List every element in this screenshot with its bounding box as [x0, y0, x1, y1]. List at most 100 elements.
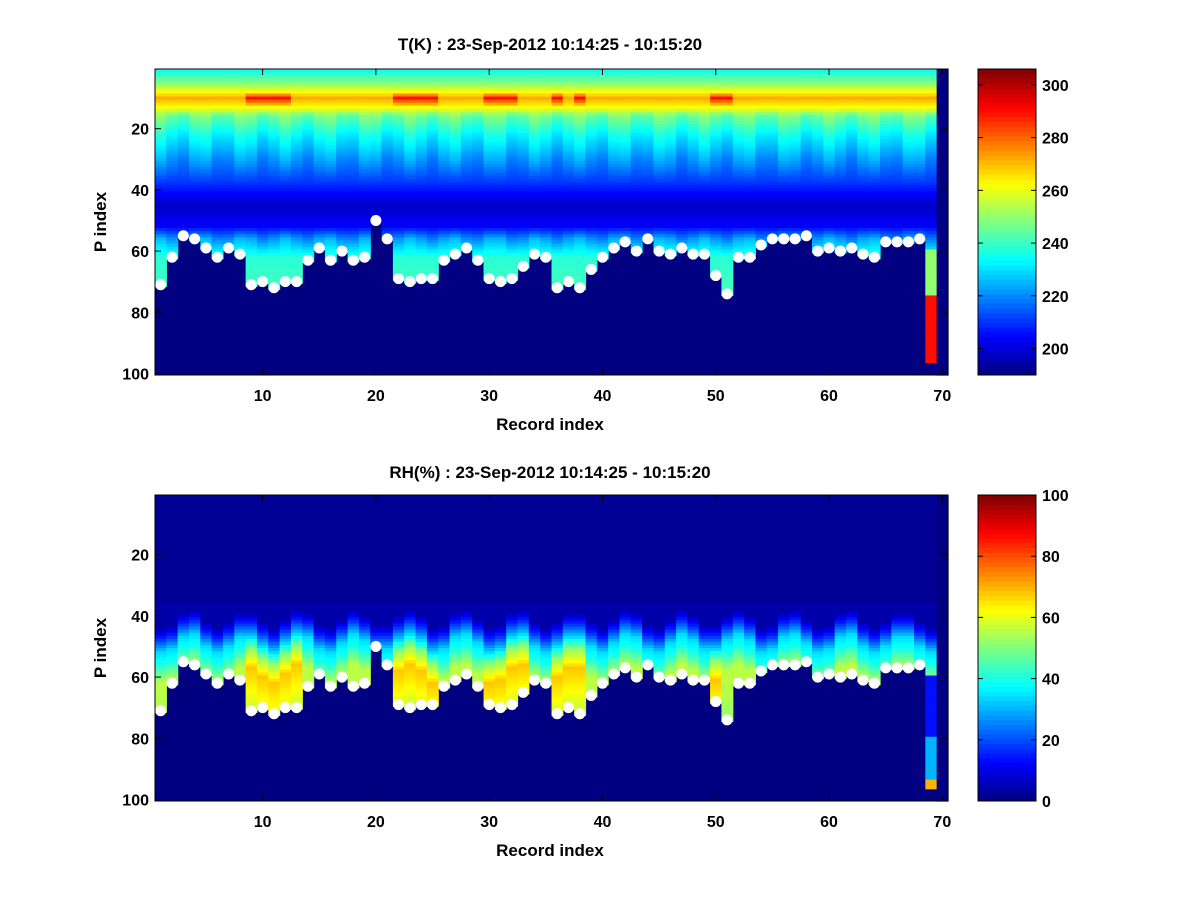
heatmap-cell	[925, 102, 938, 107]
heatmap-cell	[710, 163, 723, 168]
heatmap-cell	[256, 151, 269, 156]
heatmap-cell	[528, 237, 541, 241]
heatmap-cell	[891, 117, 904, 122]
heatmap-cell	[540, 78, 553, 82]
heatmap-cell	[279, 111, 292, 116]
heatmap-cell	[166, 507, 179, 511]
heatmap-cell	[528, 127, 541, 131]
heatmap-cell	[528, 87, 541, 92]
heatmap-cell	[155, 611, 167, 615]
heatmap-cell	[914, 176, 926, 180]
heatmap-cell	[211, 234, 224, 238]
heatmap-cell	[177, 96, 190, 101]
heatmap-cell	[438, 209, 451, 214]
heatmap-cell	[155, 90, 167, 95]
heatmap-cell	[177, 498, 190, 502]
heatmap-cell	[426, 96, 439, 101]
heatmap-cell	[279, 243, 292, 248]
heatmap-cell	[778, 124, 790, 128]
heatmap-cell	[585, 197, 598, 202]
heatmap-cell	[506, 157, 519, 162]
heatmap-cell	[155, 648, 167, 652]
heatmap-cell	[426, 154, 439, 159]
heatmap-cell	[449, 173, 462, 177]
heatmap-cell	[755, 78, 768, 82]
heatmap-cell	[914, 72, 926, 76]
heatmap-cell	[812, 142, 824, 147]
heatmap-cell	[732, 243, 745, 248]
heatmap-cell	[653, 243, 666, 248]
heatmap-cell	[211, 595, 224, 600]
heatmap-cell	[506, 228, 519, 232]
heatmap-cell	[155, 166, 167, 171]
heatmap-cell	[755, 117, 768, 122]
heatmap-cell	[800, 212, 813, 217]
heatmap-cell	[902, 185, 915, 189]
heatmap-cell	[313, 182, 326, 186]
heatmap-cell	[404, 243, 417, 248]
heatmap-cell	[166, 498, 179, 502]
heatmap-cell	[460, 102, 473, 107]
heatmap-cell	[234, 157, 247, 162]
heatmap-cell	[744, 215, 757, 220]
heatmap-cell	[460, 139, 473, 144]
heatmap-cell	[540, 194, 553, 199]
heatmap-cell	[336, 203, 349, 208]
heatmap-cell	[336, 81, 349, 85]
heatmap-cell	[800, 87, 813, 92]
heatmap-cell	[902, 111, 915, 116]
heatmap-cell	[166, 553, 179, 557]
heatmap-cell	[313, 136, 326, 140]
heatmap-cell	[936, 139, 949, 144]
surface-marker	[562, 276, 574, 288]
surface-marker	[653, 245, 665, 257]
heatmap-cell	[914, 160, 926, 165]
heatmap-cell	[302, 99, 315, 104]
heatmap-cell	[619, 160, 632, 165]
heatmap-cell	[472, 222, 485, 226]
heatmap-cell	[177, 528, 190, 533]
heatmap-cell	[562, 264, 575, 269]
heatmap-cell	[268, 166, 281, 171]
heatmap-cell	[721, 148, 734, 153]
heatmap-cell	[494, 212, 507, 217]
heatmap-cell	[812, 78, 824, 82]
heatmap-cell	[732, 151, 745, 156]
heatmap-cell	[347, 72, 360, 76]
heatmap-cell	[608, 209, 621, 214]
colorbar-tick-label: 240	[1042, 236, 1069, 253]
heatmap-cell	[166, 81, 179, 85]
heatmap-cell	[891, 93, 904, 98]
heatmap-cell	[188, 648, 201, 652]
heatmap-cell	[823, 151, 836, 156]
heatmap-cell	[347, 222, 360, 226]
heatmap-cell	[834, 105, 847, 110]
heatmap-cell	[755, 234, 768, 238]
heatmap-cell	[211, 206, 224, 211]
heatmap-cell	[562, 252, 575, 257]
heatmap-cell	[823, 84, 836, 88]
heatmap-cell	[562, 142, 575, 147]
heatmap-cell	[812, 212, 824, 217]
heatmap-cell	[676, 136, 689, 140]
heatmap-cell	[812, 136, 824, 140]
heatmap-cell	[596, 212, 609, 217]
heatmap-cell	[279, 179, 292, 183]
heatmap-cell	[313, 218, 326, 223]
heatmap-cell	[177, 130, 190, 134]
heatmap-cell	[642, 111, 655, 116]
heatmap-cell	[336, 218, 349, 223]
heatmap-cell	[211, 121, 224, 125]
heatmap-cell	[857, 228, 870, 232]
heatmap-cell	[347, 157, 360, 162]
heatmap-cell	[902, 148, 915, 153]
heatmap-cell	[630, 139, 643, 144]
heatmap-cell	[483, 215, 496, 220]
heatmap-cell	[222, 163, 235, 168]
heatmap-cell	[222, 121, 235, 125]
heatmap-cell	[426, 240, 439, 245]
heatmap-cell	[642, 90, 655, 95]
heatmap-cell	[290, 87, 303, 92]
heatmap-cell	[222, 215, 235, 220]
heatmap-cell	[313, 133, 326, 137]
